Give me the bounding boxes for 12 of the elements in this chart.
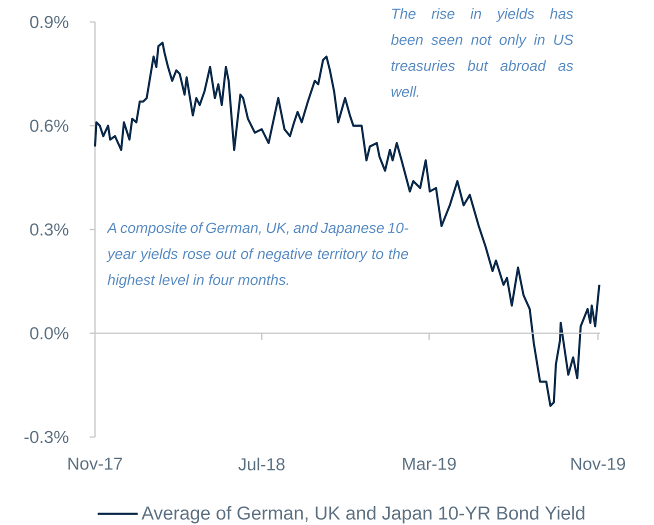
x-tick-label: Jul-18 bbox=[238, 458, 285, 470]
y-tick-label: 0.9% bbox=[30, 16, 68, 28]
x-tick-label: Nov-19 bbox=[571, 458, 626, 470]
x-tick-label: Nov-17 bbox=[68, 458, 122, 470]
y-tick-label: 0.6% bbox=[30, 120, 68, 132]
legend-label: Average of German, UK and Japan 10-YR Bond Yield bbox=[142, 506, 584, 524]
y-tick-label: 0.3% bbox=[30, 223, 68, 236]
y-tick-label: 0.0% bbox=[30, 327, 68, 340]
annotation: A composite of German, UK, and Japanese 10-year yields rose out of negative territory to the highest level in four months. bbox=[106, 222, 408, 288]
y-tick-label: -0.3% bbox=[24, 430, 68, 444]
annotation: The rise in yields has been seen not only in US treasuries but abroad as well. bbox=[391, 8, 574, 97]
x-tick-label: Mar-19 bbox=[403, 458, 456, 470]
